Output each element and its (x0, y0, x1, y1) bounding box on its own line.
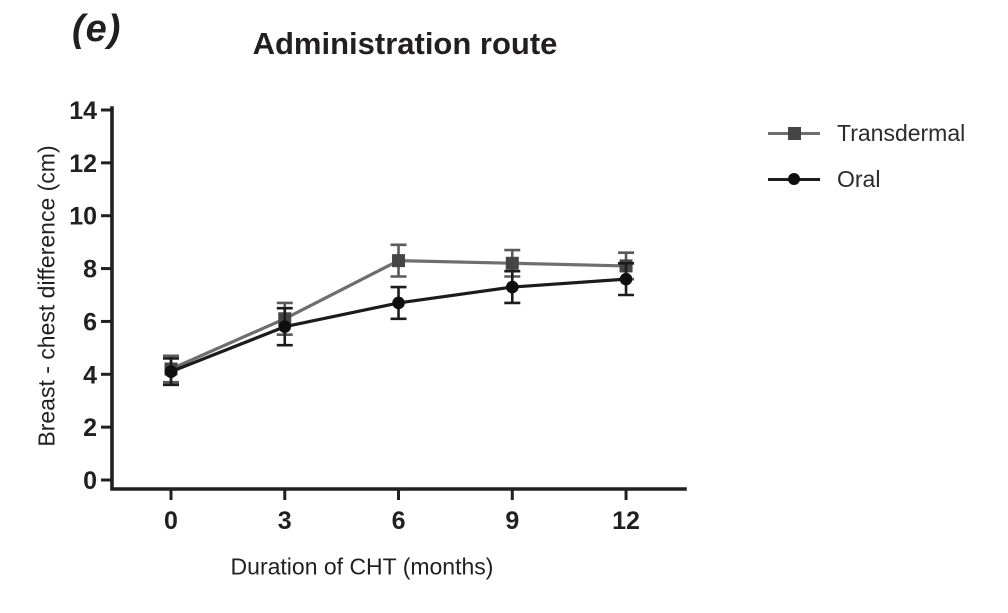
circle-marker-icon (505, 280, 519, 294)
circle-marker-icon (788, 173, 800, 185)
y-tick-label: 6 (83, 308, 97, 336)
legend-marker-oral-icon (768, 171, 820, 187)
y-tick-label: 8 (83, 256, 97, 284)
panel-label: (e) (72, 8, 122, 50)
legend-label-transdermal: Transdermal (837, 119, 966, 146)
legend-item-oral: Oral (768, 166, 965, 192)
chart-title: Administration route (252, 26, 558, 61)
y-tick-label: 2 (83, 414, 97, 442)
square-marker-icon (787, 126, 801, 140)
y-tick-label: 14 (69, 97, 97, 125)
legend-label-oral: Oral (837, 165, 881, 192)
y-tick-label: 10 (69, 203, 97, 231)
x-tick-label: 0 (164, 507, 178, 535)
legend: Transdermal Oral (768, 120, 965, 212)
circle-marker-icon (278, 320, 292, 334)
circle-marker-icon (619, 272, 633, 286)
legend-marker-transdermal-icon (768, 125, 820, 141)
x-tick-label: 3 (278, 507, 292, 535)
square-marker-icon (392, 254, 406, 268)
x-axis-title: Duration of CHT (months) (230, 553, 494, 580)
circle-marker-icon (392, 296, 405, 310)
y-tick-label: 12 (69, 150, 97, 178)
axis-spines (110, 106, 687, 491)
y-tick-label: 4 (83, 361, 97, 389)
x-tick-label: 12 (612, 507, 640, 535)
x-tick-label: 9 (505, 507, 519, 535)
legend-item-transdermal: Transdermal (768, 120, 965, 146)
square-marker-icon (505, 256, 519, 270)
y-tick-label: 0 (83, 467, 97, 495)
x-tick-label: 6 (392, 507, 406, 535)
circle-marker-icon (164, 365, 178, 378)
